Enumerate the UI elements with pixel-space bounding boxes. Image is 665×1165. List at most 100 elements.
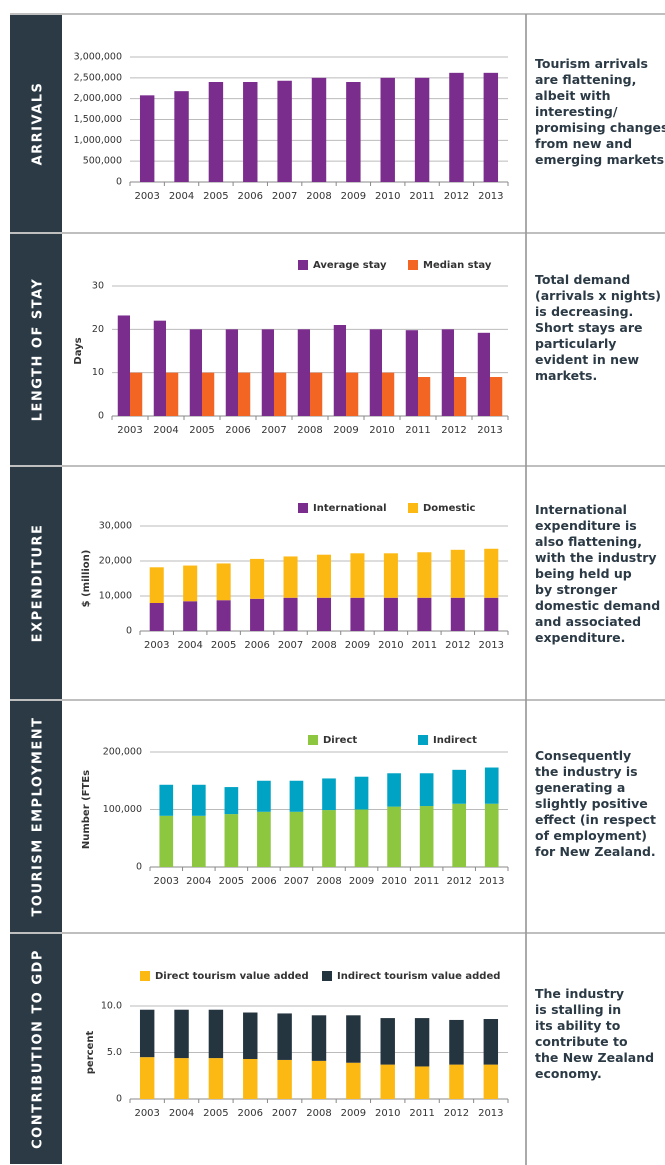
bar-segment [316, 554, 332, 598]
x-tick-label: 2006 [251, 876, 276, 887]
note-line: (arrivals x nights) [535, 288, 661, 303]
x-tick-label: 2012 [445, 640, 470, 651]
x-tick-label: 2011 [409, 191, 434, 202]
bar-segment [387, 806, 401, 867]
bar-segment [484, 767, 499, 804]
bar-segment [419, 773, 434, 807]
y-tick-label: 1,000,000 [74, 135, 122, 146]
bar [117, 315, 130, 416]
x-tick-label: 2010 [375, 191, 400, 202]
legend-label: Average stay [313, 260, 387, 271]
bar [418, 377, 431, 416]
bar-segment [380, 1064, 395, 1099]
y-tick-label: 10 [92, 367, 104, 378]
bar-segment [224, 787, 239, 815]
x-tick-label: 2013 [479, 640, 504, 651]
bar-segment [257, 780, 271, 812]
bar-segment [484, 803, 499, 867]
bar [202, 372, 215, 416]
note-line: evident in new [535, 352, 640, 367]
bar-segment [183, 601, 198, 631]
x-tick-label: 2003 [144, 640, 169, 651]
y-tick-label: 20,000 [99, 556, 132, 567]
bar-segment [450, 597, 465, 631]
note-line: by stronger [535, 582, 618, 597]
note-line: particularly [535, 336, 617, 351]
x-tick-label: 2007 [278, 640, 303, 651]
bar-segment [452, 803, 467, 867]
bar-segment [183, 565, 198, 602]
bar-segment [174, 1058, 189, 1099]
note-line: markets. [535, 368, 598, 383]
bar-segment [208, 1009, 224, 1059]
x-tick-label: 2006 [238, 1108, 263, 1119]
bar [369, 329, 382, 416]
bar [310, 372, 323, 416]
bar-segment [283, 556, 298, 598]
note-line: domestic demand [535, 598, 661, 613]
bar-segment [452, 769, 467, 804]
bar-segment [419, 806, 434, 867]
bar-segment [346, 1015, 361, 1063]
bar-segment [289, 811, 304, 867]
legend-label: Direct [323, 735, 357, 746]
x-tick-label: 2011 [412, 640, 437, 651]
bar [449, 72, 464, 182]
legend-label: Indirect [433, 735, 477, 746]
bar-segment [277, 1059, 292, 1099]
bar-segment [277, 1013, 292, 1060]
note-line: interesting/ [535, 104, 618, 119]
bar-segment [417, 552, 432, 598]
x-tick-label: 2005 [203, 1108, 228, 1119]
note-line: generating a [535, 780, 626, 795]
x-tick-label: 2007 [272, 191, 297, 202]
bar [189, 329, 202, 416]
bar [238, 372, 251, 416]
x-tick-label: 2012 [441, 425, 466, 436]
bar [346, 82, 361, 182]
bar-segment [159, 784, 174, 816]
x-tick-label: 2003 [134, 191, 159, 202]
bar-segment [316, 597, 332, 631]
bar-segment [159, 815, 174, 867]
x-tick-label: 2008 [316, 876, 341, 887]
bar [139, 95, 155, 182]
bar [174, 91, 189, 182]
note-line: slightly positive [535, 796, 648, 811]
section-label: EXPENDITURE [31, 524, 46, 643]
y-tick-label: 0 [116, 177, 122, 188]
y-tick-label: 0 [98, 411, 104, 422]
note-line: the New Zealand [535, 1050, 655, 1065]
y-tick-label: 10,000 [99, 591, 132, 602]
y-tick-label: 30 [92, 281, 104, 292]
bar-segment [224, 814, 239, 867]
note-line: is decreasing. [535, 304, 634, 319]
x-tick-label: 2008 [297, 425, 322, 436]
note-line: its ability to [535, 1018, 621, 1033]
note: Total demand (arrivals x nights) is decrea… [535, 272, 663, 384]
bar-segment [257, 811, 271, 867]
note-line: with the industry [535, 550, 657, 565]
bar [297, 329, 310, 416]
note-line: expenditure. [535, 630, 626, 645]
x-tick-label: 2003 [134, 1108, 159, 1119]
side-band [10, 15, 62, 232]
note-line: International [535, 502, 627, 517]
x-tick-label: 2013 [478, 191, 503, 202]
section-label: CONTRIBUTION TO GDP [31, 949, 46, 1149]
bar-segment [383, 553, 398, 598]
bar-segment [191, 784, 206, 816]
y-axis-label: percent [85, 1031, 96, 1075]
bar-segment [354, 776, 369, 810]
legend-swatch [418, 735, 428, 745]
y-tick-label: 500,000 [83, 156, 122, 167]
note-line: are flattening, [535, 72, 637, 87]
note-line: promising changes [535, 120, 665, 135]
bar [441, 329, 454, 416]
x-tick-label: 2010 [369, 425, 394, 436]
bar-segment [414, 1018, 430, 1067]
x-tick-label: 2004 [169, 1108, 194, 1119]
section-label: LENGTH OF STAY [31, 278, 46, 422]
bar-segment [283, 597, 298, 631]
bar-segment [322, 810, 336, 867]
